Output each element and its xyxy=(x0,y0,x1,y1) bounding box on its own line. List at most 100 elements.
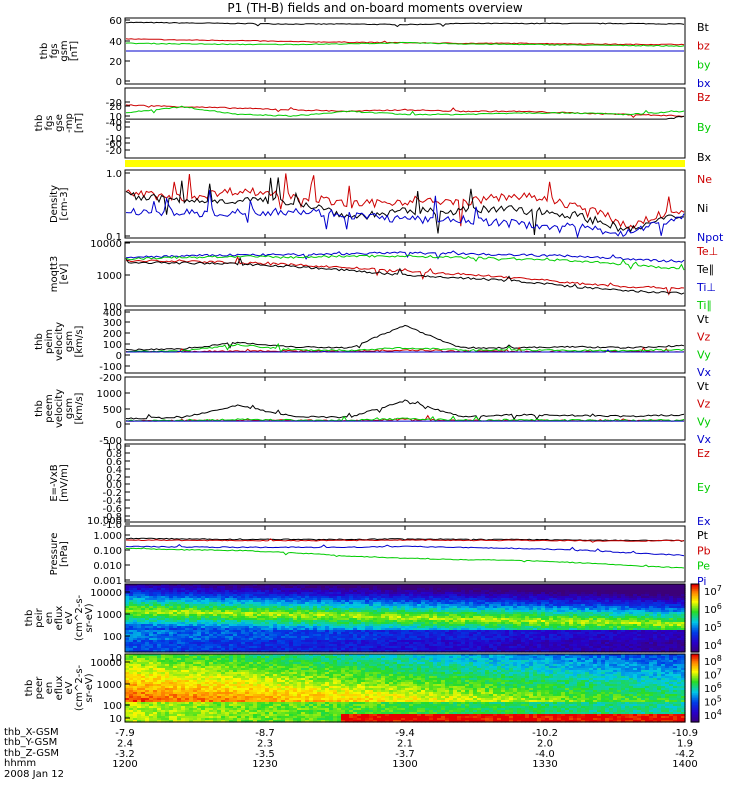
spectrogram-cell xyxy=(213,588,218,591)
spectrogram-cell xyxy=(465,650,470,653)
spectrogram-cell xyxy=(477,608,482,611)
spectrogram-cell xyxy=(369,594,374,597)
spectrogram-cell xyxy=(633,606,638,609)
spectrogram-cell xyxy=(537,598,542,601)
spectrogram-cell xyxy=(285,602,290,605)
spectrogram-cell xyxy=(309,632,314,635)
spectrogram-cell xyxy=(621,634,626,637)
spectrogram-cell xyxy=(509,646,514,649)
spectrogram-cell xyxy=(389,612,394,615)
spectrogram-cell xyxy=(457,608,462,611)
spectrogram-cell xyxy=(397,612,402,615)
spectrogram-cell xyxy=(205,638,210,641)
spectrogram-cell xyxy=(301,586,306,589)
spectrogram-cell xyxy=(329,602,334,605)
spectrogram-cell xyxy=(473,608,478,611)
spectrogram-cell xyxy=(409,614,414,617)
spectrogram-cell xyxy=(501,614,506,617)
spectrogram-cell xyxy=(405,614,410,617)
legend-ti⊥: Ti⊥ xyxy=(696,281,716,294)
spectrogram-cell xyxy=(245,600,250,603)
spectrogram-cell xyxy=(497,604,502,607)
spectrogram-cell xyxy=(593,624,598,627)
spectrogram-cell xyxy=(313,586,318,589)
y-tick-label: 10 xyxy=(109,112,122,123)
spectrogram-cell xyxy=(497,622,502,625)
spectrogram-cell xyxy=(529,648,534,651)
spectrogram-cell xyxy=(665,646,670,649)
spectrogram-cell xyxy=(133,624,138,627)
spectrogram-cell xyxy=(417,624,422,627)
spectrogram-cell xyxy=(309,592,314,595)
spectrogram-cell xyxy=(613,604,618,607)
spectrogram-cell xyxy=(381,600,386,603)
spectrogram-cell xyxy=(577,646,582,649)
y-tick-label: 1.0 xyxy=(106,442,122,453)
spectrogram-cell xyxy=(201,602,206,605)
spectrogram-cell xyxy=(417,584,422,587)
spectrogram-cell xyxy=(669,632,674,635)
spectrogram-cell xyxy=(317,598,322,601)
spectrogram-cell xyxy=(633,620,638,623)
spectrogram-cell xyxy=(353,622,358,625)
spectrogram-cell xyxy=(509,644,514,647)
spectrogram-cell xyxy=(269,594,274,597)
spectrogram-cell xyxy=(285,628,290,631)
spectrogram-cell xyxy=(497,632,502,635)
spectrogram-cell xyxy=(213,604,218,607)
spectrogram-cell xyxy=(253,642,258,645)
spectrogram-cell xyxy=(477,602,482,605)
y-axis-label: Density [cm-3] xyxy=(49,185,70,223)
spectrogram-cell xyxy=(349,616,354,619)
spectrogram-cell xyxy=(345,602,350,605)
spectrogram-cell xyxy=(393,598,398,601)
spectrogram-cell xyxy=(145,624,150,627)
spectrogram-cell xyxy=(481,642,486,645)
spectrogram-cell xyxy=(621,620,626,623)
spectrogram-cell xyxy=(129,650,134,653)
y-axis-label-line: fgs xyxy=(49,43,60,58)
spectrogram-cell xyxy=(225,612,230,615)
spectrogram-cell xyxy=(489,650,494,653)
spectrogram-cell xyxy=(577,640,582,643)
spectrogram-cell xyxy=(277,610,282,613)
spectrogram-cell xyxy=(301,594,306,597)
spectrogram-cell xyxy=(221,626,226,629)
spectrogram-cell xyxy=(277,586,282,589)
spectrogram-cell xyxy=(445,630,450,633)
spectrogram-cell xyxy=(185,590,190,593)
spectrogram-cell xyxy=(533,604,538,607)
spectrogram-cell xyxy=(273,618,278,621)
spectrogram-cell xyxy=(553,604,558,607)
spectrogram-cell xyxy=(613,596,618,599)
spectrogram-cell xyxy=(665,590,670,593)
spectrogram-cell xyxy=(641,584,646,587)
spectrogram-cell xyxy=(405,618,410,621)
spectrogram-cell xyxy=(585,626,590,629)
spectrogram-cell xyxy=(321,610,326,613)
spectrogram-cell xyxy=(173,630,178,633)
spectrogram-cell xyxy=(193,588,198,591)
spectrogram-cell xyxy=(649,636,654,639)
spectrogram-cell xyxy=(293,644,298,647)
spectrogram-cell xyxy=(501,630,506,633)
spectrogram-cell xyxy=(517,594,522,597)
spectrogram-cell xyxy=(661,624,666,627)
spectrogram-cell xyxy=(661,628,666,631)
spectrogram-cell xyxy=(549,626,554,629)
spectrogram-cell xyxy=(449,624,454,627)
spectrogram-cell xyxy=(329,634,334,637)
spectrogram-cell xyxy=(601,598,606,601)
spectrogram-cell xyxy=(281,648,286,651)
series-bt xyxy=(125,21,685,28)
spectrogram-cell xyxy=(173,598,178,601)
spectrogram-cell xyxy=(513,644,518,647)
spectrogram-cell xyxy=(277,612,282,615)
spectrogram-cell xyxy=(533,650,538,653)
spectrogram-cell xyxy=(357,646,362,649)
spectrogram-cell xyxy=(641,626,646,629)
spectrogram-cell xyxy=(197,628,202,631)
panel-frame xyxy=(124,525,686,583)
spectrogram-cell xyxy=(321,626,326,629)
spectrogram-cell xyxy=(405,650,410,653)
